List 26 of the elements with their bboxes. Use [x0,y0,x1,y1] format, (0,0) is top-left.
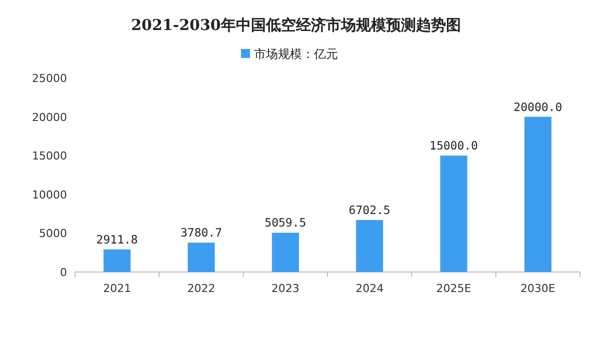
x-tick-label: 2023 [271,282,300,295]
bar [524,116,552,272]
x-tick-label: 2022 [187,282,216,295]
chart-title: 2021-2030年中国低空经济市场规模预测趋势图 [131,16,461,34]
y-tick-label: 25000 [32,72,67,85]
bar [356,220,384,272]
data-label: 5059.5 [264,216,306,230]
x-tick-label: 2025E [436,282,472,295]
legend-label: 市场规模：亿元 [254,47,338,61]
bar [272,232,299,272]
data-label: 6702.5 [348,202,390,217]
x-tick-label: 2021 [103,282,132,295]
y-tick-label: 0 [60,266,67,279]
bar [104,249,131,272]
y-tick-label: 5000 [39,227,67,240]
data-label: 15000.0 [430,138,478,153]
data-label: 3780.7 [180,226,222,240]
y-tick-label: 20000 [32,110,67,124]
y-tick-label: 15000 [32,150,67,163]
bar [440,156,468,272]
x-tick-label: 2030E [520,282,556,295]
y-tick-label: 10000 [32,188,67,202]
data-label: 20000.0 [514,100,562,114]
bar [188,242,215,272]
data-label: 2911.8 [96,232,138,246]
x-tick-label: 2024 [356,282,384,295]
